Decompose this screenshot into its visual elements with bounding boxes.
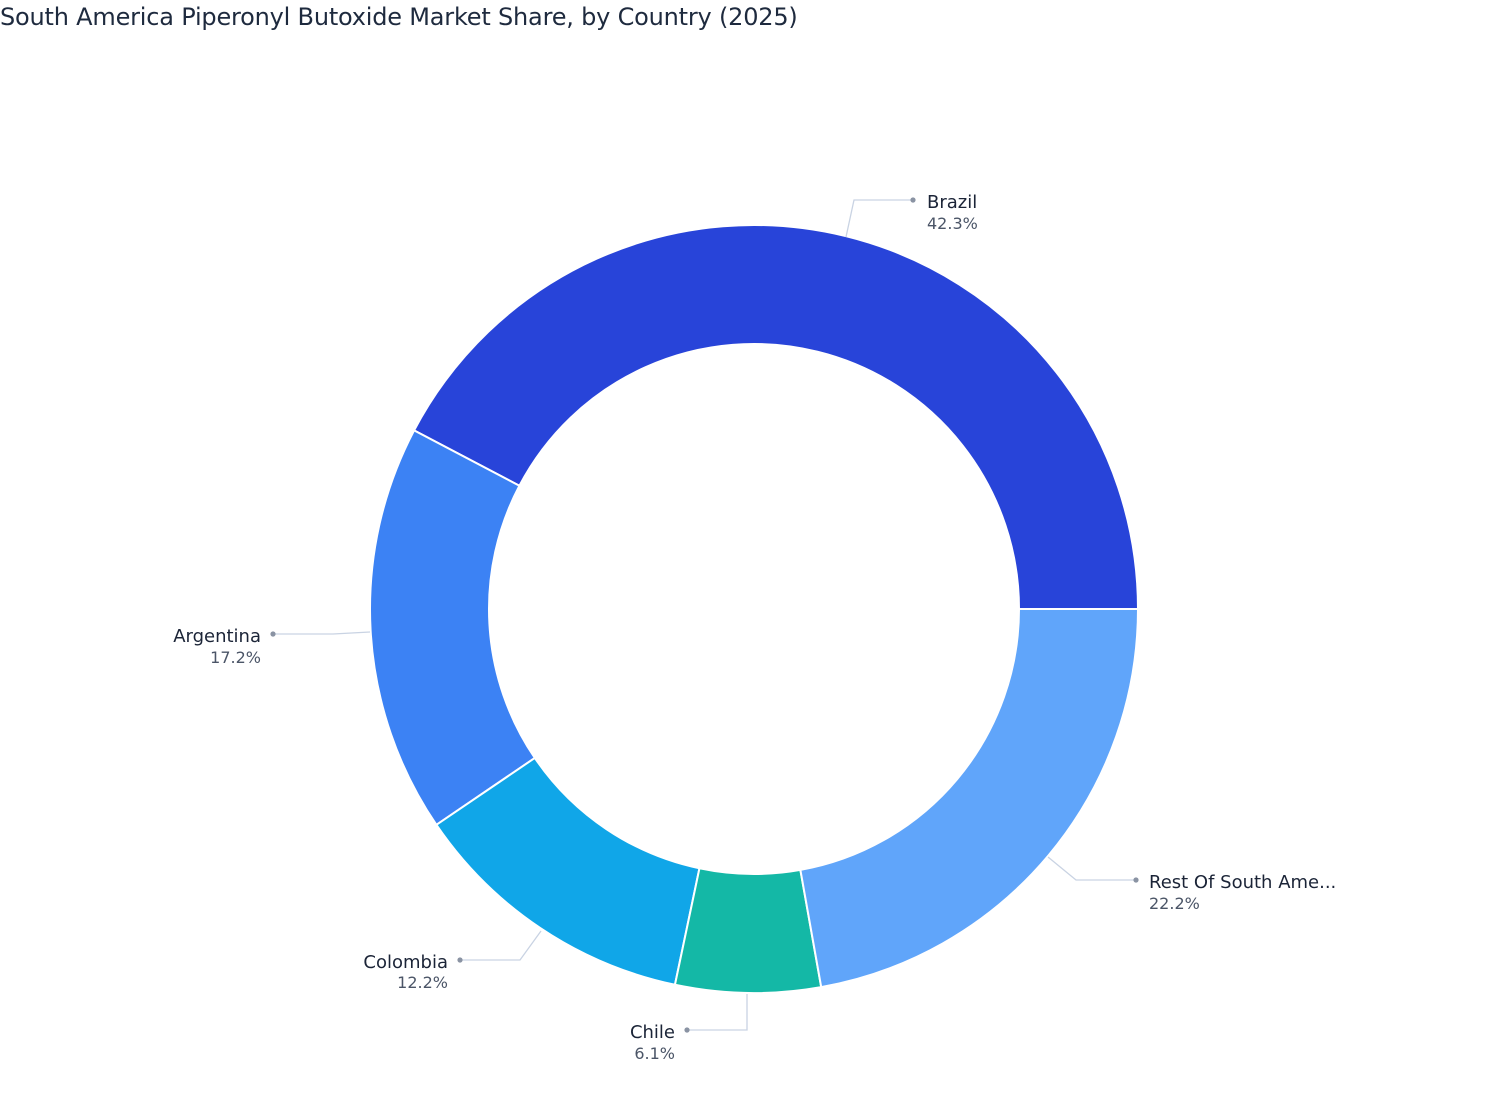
leader-lines	[273, 199, 1136, 1031]
label-argentina-value: 17.2%	[210, 648, 261, 667]
leader-line-chile	[687, 994, 748, 1031]
slice-chile[interactable]	[673, 867, 823, 994]
leader-dot-argentina	[270, 631, 276, 637]
leader-line-colombia	[460, 930, 542, 961]
leader-dot-colombia	[457, 957, 463, 963]
slice-rest-of-south-ame[interactable]	[799, 608, 1140, 989]
leader-line-rest	[1047, 856, 1136, 881]
label-argentina-name: Argentina	[173, 626, 261, 647]
label-brazil-value: 42.3%	[927, 214, 978, 233]
label-rest-name: Rest Of South Ame...	[1149, 872, 1336, 893]
donut-slices	[369, 224, 1140, 994]
label-brazil-name: Brazil	[927, 192, 977, 213]
label-chile-name: Chile	[630, 1022, 675, 1043]
label-colombia-name: Colombia	[363, 952, 448, 973]
leader-line-brazil	[845, 199, 913, 238]
chart-title: South America Piperonyl Butoxide Market …	[0, 3, 798, 31]
label-chile-value: 6.1%	[634, 1044, 675, 1063]
slice-brazil[interactable]	[412, 224, 1140, 610]
leader-dot-brazil	[910, 197, 916, 203]
slice-argentina[interactable]	[369, 429, 537, 827]
label-rest-value: 22.2%	[1149, 894, 1200, 913]
leader-dot-chile	[684, 1027, 690, 1033]
leader-dot-rest	[1133, 877, 1139, 883]
label-colombia-value: 12.2%	[397, 973, 448, 992]
leader-line-argentina	[273, 631, 371, 635]
leader-dots	[270, 197, 1139, 1033]
